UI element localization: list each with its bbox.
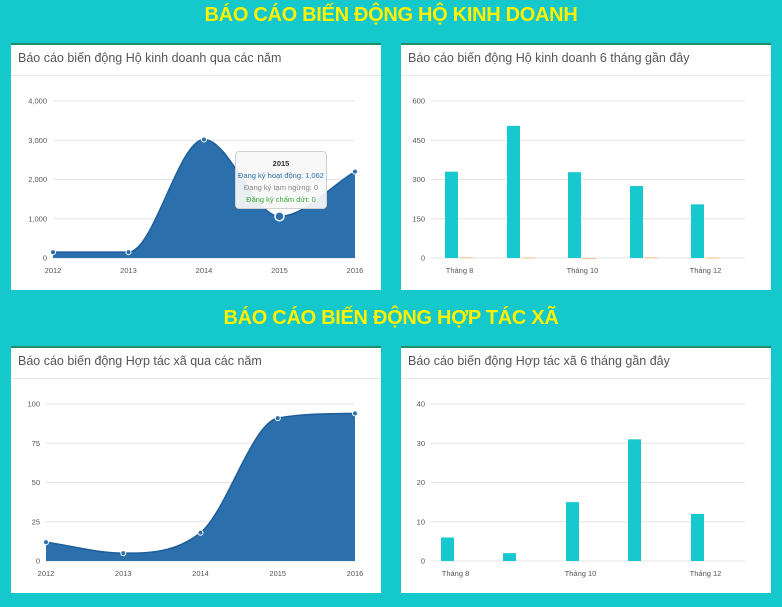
bar <box>691 513 704 561</box>
business-section-title: BÁO CÁO BIẾN ĐỘNG HỘ KINH DOANH <box>204 4 578 26</box>
data-point <box>197 529 204 536</box>
panel-title: Báo cáo biến động Hợp tác xã qua các năm <box>18 354 262 368</box>
x-tick-label: 2014 <box>192 569 209 578</box>
x-tick-label: 2013 <box>115 569 132 578</box>
y-tick-label: 75 <box>32 439 40 448</box>
data-point <box>120 550 127 557</box>
tooltip-line-paused: Đang ký tạm ngừng: 0 <box>243 183 319 192</box>
y-tick-label: 1,000 <box>28 214 47 223</box>
x-tick-label: Tháng 12 <box>690 266 722 275</box>
bar-secondary <box>460 257 473 259</box>
data-point <box>274 415 281 422</box>
y-tick-label: 300 <box>412 175 425 184</box>
bar-chart-hkd-months[interactable]: 0 150 300 450 600 Tháng 8 Tháng 10 Tháng 12 <box>401 76 771 290</box>
x-tick-label: 2016 <box>347 266 364 275</box>
highlighted-point <box>274 211 285 222</box>
chart-panel-htx-months: Báo cáo biến động Hợp tác xã 6 tháng gần… <box>401 346 771 593</box>
bar-secondary <box>645 257 658 259</box>
bar <box>628 439 641 561</box>
x-tick-label: Tháng 12 <box>690 569 722 578</box>
bar <box>566 502 579 561</box>
data-point <box>43 539 49 546</box>
y-tick-label: 0 <box>36 557 40 566</box>
data-point <box>50 249 56 256</box>
x-tick-label: Tháng 10 <box>565 569 597 578</box>
data-point <box>352 168 358 175</box>
bar-secondary <box>583 258 596 259</box>
bar-secondary <box>706 257 719 259</box>
y-tick-label: 150 <box>412 214 425 223</box>
bar-chart-htx-months[interactable]: 0 10 20 30 40 Tháng 8 Tháng 10 Tháng 12 <box>401 379 771 593</box>
y-tick-label: 450 <box>412 136 425 145</box>
panel-title: Báo cáo biến động Hộ kinh doanh qua các … <box>18 51 282 65</box>
x-tick-label: 2012 <box>38 569 55 578</box>
bar <box>503 553 516 561</box>
x-tick-label: 2015 <box>269 569 286 578</box>
bar <box>568 172 581 258</box>
y-tick-label: 2,000 <box>28 175 47 184</box>
chart-panel-hkd-months: Báo cáo biến động Hộ kinh doanh 6 tháng … <box>401 43 771 290</box>
x-tick-label: Tháng 8 <box>446 266 474 275</box>
x-tick-label: 2013 <box>120 266 137 275</box>
chart-tooltip: 2015 Đang ký hoạt động: 1,062 Đang ký tạ… <box>235 151 327 209</box>
bar <box>630 186 643 258</box>
y-tick-label: 100 <box>27 400 40 409</box>
y-tick-label: 0 <box>421 254 425 263</box>
panel-divider <box>401 75 771 76</box>
bar-secondary <box>522 257 535 259</box>
tooltip-title: 2015 <box>272 159 290 168</box>
x-tick-label: 2014 <box>196 266 213 275</box>
y-tick-label: 3,000 <box>28 136 47 145</box>
y-tick-label: 50 <box>32 478 40 487</box>
panel-divider <box>401 378 771 379</box>
panel-divider <box>11 378 381 379</box>
y-tick-label: 30 <box>417 439 425 448</box>
coop-section-title: BÁO CÁO BIẾN ĐỘNG HỢP TÁC XÃ <box>223 307 559 329</box>
chart-panel-hkd-years: Báo cáo biến động Hộ kinh doanh qua các … <box>11 43 381 290</box>
data-point <box>352 410 358 417</box>
x-tick-label: Tháng 10 <box>567 266 599 275</box>
panel-title: Báo cáo biến động Hợp tác xã 6 tháng gần… <box>408 354 670 368</box>
panel-divider <box>11 75 381 76</box>
y-tick-label: 600 <box>412 97 425 106</box>
area-chart-htx-years[interactable]: 0 25 50 75 100 2012 2013 2014 2015 2016 <box>11 379 381 593</box>
series-line <box>45 412 356 554</box>
x-tick-label: Tháng 8 <box>442 569 470 578</box>
y-tick-label: 4,000 <box>28 97 47 106</box>
y-tick-label: 0 <box>43 254 47 263</box>
bar <box>507 125 520 258</box>
data-point <box>201 136 207 143</box>
series-area <box>46 413 355 561</box>
x-tick-label: 2012 <box>45 266 62 275</box>
bar <box>691 204 704 258</box>
y-tick-label: 25 <box>32 517 40 526</box>
series-area <box>53 139 355 258</box>
panel-title: Báo cáo biến động Hộ kinh doanh 6 tháng … <box>408 51 690 65</box>
data-point <box>125 249 132 256</box>
bar <box>441 537 454 561</box>
x-tick-label: 2016 <box>347 569 364 578</box>
y-tick-label: 40 <box>417 400 425 409</box>
y-tick-label: 0 <box>421 557 425 566</box>
chart-panel-htx-years: Báo cáo biến động Hợp tác xã qua các năm… <box>11 346 381 593</box>
tooltip-line-ended: Đăng ký chấm dứt: 0 <box>246 195 316 204</box>
x-tick-label: 2015 <box>271 266 288 275</box>
y-tick-label: 20 <box>417 478 425 487</box>
y-tick-label: 10 <box>417 517 425 526</box>
bar <box>445 171 458 258</box>
tooltip-line-active: Đang ký hoạt động: 1,062 <box>238 171 324 180</box>
